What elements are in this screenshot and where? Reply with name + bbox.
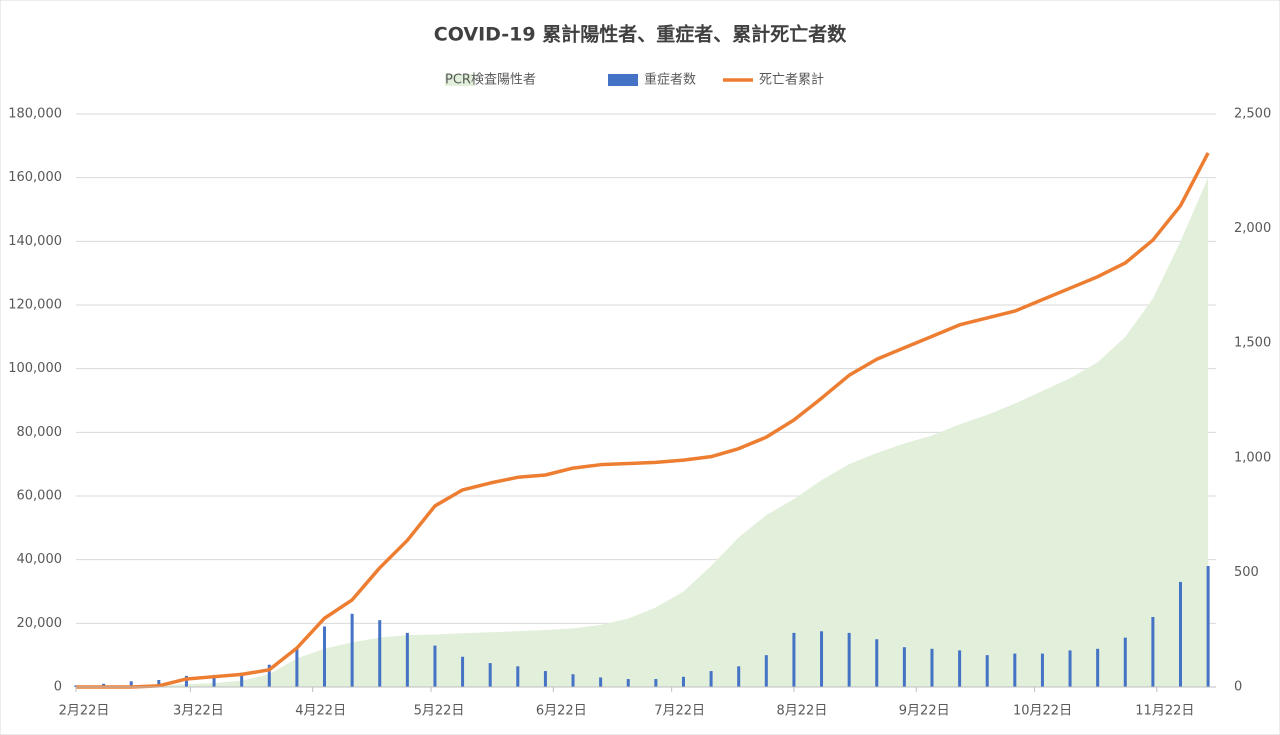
bar [847, 632, 851, 687]
x-tick-label: 9月22日 [899, 704, 950, 719]
bar [405, 632, 409, 687]
bar [599, 677, 603, 687]
x-tick-label: 8月22日 [777, 704, 828, 719]
bar [129, 681, 133, 687]
bar [1013, 653, 1017, 687]
x-tick-label: 2月22日 [59, 704, 110, 719]
bar [212, 674, 216, 687]
bar [875, 639, 879, 687]
y-tick-label: 140,000 [8, 234, 62, 249]
x-tick-label: 3月22日 [173, 704, 224, 719]
y2-tick-label: 500 [1234, 565, 1259, 580]
bar [902, 647, 906, 687]
bar [1068, 650, 1072, 687]
bar [681, 676, 685, 687]
bar [820, 631, 824, 687]
x-tick-label: 5月22日 [414, 704, 465, 719]
bar [350, 613, 354, 687]
bar [516, 666, 520, 687]
y2-tick-label: 0 [1234, 680, 1242, 695]
y2-tick-label: 1,000 [1234, 450, 1271, 465]
y-tick-label: 180,000 [8, 107, 62, 122]
bar [930, 648, 934, 687]
bar [985, 655, 989, 687]
x-tick-label: 4月22日 [295, 704, 346, 719]
bar [764, 655, 768, 687]
y-tick-label: 160,000 [8, 170, 62, 185]
bar [1040, 653, 1044, 687]
x-tick-label: 10月22日 [1013, 704, 1072, 719]
bar [1206, 566, 1210, 687]
bar [295, 648, 299, 687]
legend-label: PCR検査陽性者 [445, 73, 536, 88]
bar [323, 626, 327, 687]
y2-tick-label: 1,500 [1234, 336, 1271, 351]
bar [378, 620, 382, 687]
y-tick-label: 40,000 [17, 552, 63, 567]
bar [792, 632, 796, 687]
legend-label: 重症者数 [644, 72, 696, 88]
bar [1096, 648, 1100, 687]
legend-swatch [608, 74, 638, 86]
bar [157, 679, 161, 687]
y-tick-label: 80,000 [17, 425, 63, 440]
bar [1178, 581, 1182, 687]
bar [461, 656, 465, 687]
bar [433, 645, 437, 687]
bar [488, 663, 492, 687]
y2-tick-label: 2,000 [1234, 221, 1271, 236]
legend-swatch [445, 74, 475, 86]
y-tick-label: 20,000 [17, 616, 63, 631]
y-tick-label: 0 [54, 680, 62, 695]
chart-title: COVID-19 累計陽性者、重症者、累計死亡者数 [434, 23, 847, 46]
x-tick-label: 6月22日 [536, 704, 587, 719]
bar [267, 664, 271, 687]
y-tick-label: 100,000 [8, 361, 62, 376]
bar [626, 679, 630, 687]
x-tick-label: 7月22日 [654, 704, 705, 719]
bar [958, 650, 962, 687]
y2-tick-label: 2,500 [1234, 107, 1271, 122]
bar [737, 666, 741, 687]
bar [184, 675, 188, 687]
bar [654, 679, 658, 687]
bar [543, 671, 547, 687]
legend-label: 死亡者累計 [759, 72, 824, 88]
x-tick-label: 11月22日 [1135, 704, 1194, 719]
y-tick-label: 60,000 [17, 489, 63, 504]
area [76, 177, 1209, 687]
bar [571, 674, 575, 687]
bar [1123, 637, 1127, 687]
bar [1151, 616, 1155, 687]
bar [240, 672, 244, 687]
bar [709, 671, 713, 687]
line [76, 152, 1210, 689]
y-tick-label: 120,000 [8, 298, 62, 313]
